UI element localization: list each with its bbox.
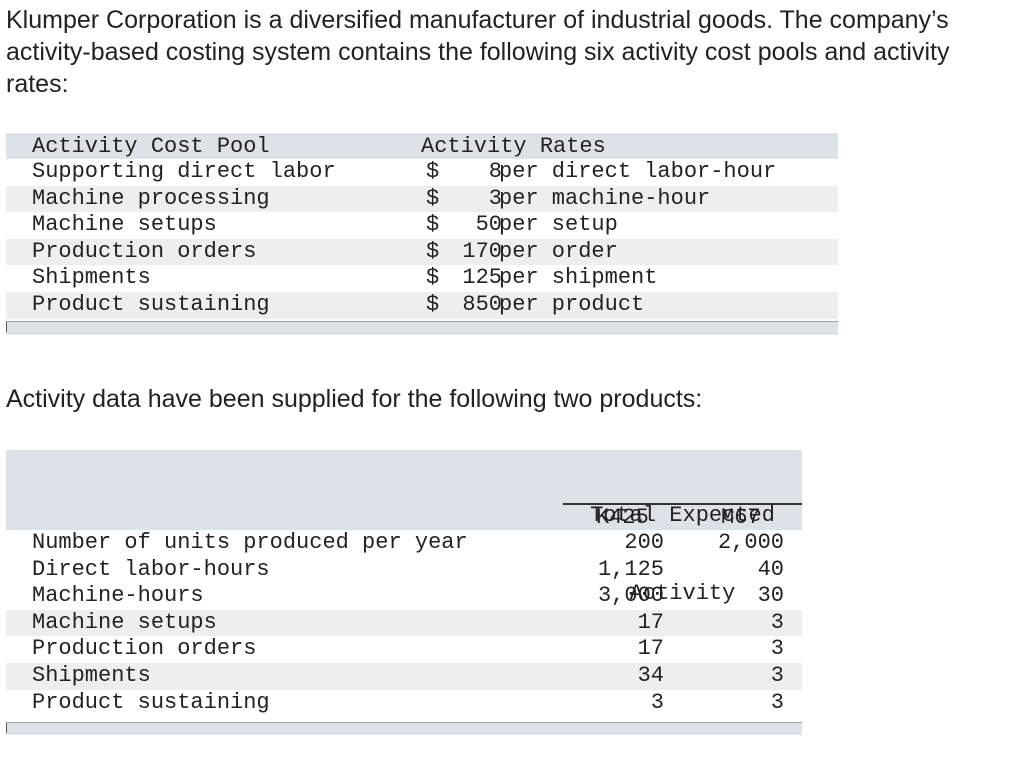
dollar-sign: $ <box>426 291 440 317</box>
k425-value: 34 <box>637 662 664 688</box>
row-label: Shipments <box>32 662 151 688</box>
table-row: Number of units produced per year 200 2,… <box>6 530 802 557</box>
table-row: Production orders 17 3 <box>6 636 802 663</box>
k425-value: 1,125 <box>597 556 664 582</box>
m67-value: 3 <box>770 636 784 662</box>
dollar-sign: $ <box>426 265 440 291</box>
header-total-expected-activity: Total Expected Activity <box>563 450 802 659</box>
table-row: Machine processing $ 3 per machine-hour <box>6 185 838 213</box>
dollar-sign: $ <box>426 238 440 264</box>
dollar-sign: $ <box>426 212 440 238</box>
intro-paragraph: Klumper Corporation is a diversified man… <box>6 6 950 98</box>
header-underline <box>563 503 802 505</box>
row-label: Production orders <box>32 636 257 662</box>
footer-tick <box>6 723 7 734</box>
footer-tick <box>6 321 7 332</box>
table-footer-bar <box>6 320 838 335</box>
pool-name: Machine processing <box>32 185 270 211</box>
dollar-sign: $ <box>426 159 440 184</box>
row-label: Number of units produced per year <box>32 530 468 555</box>
dollar-sign: $ <box>426 185 440 211</box>
header-activity-rates: Activity Rates <box>421 134 606 159</box>
m67-value: 2,000 <box>717 530 784 555</box>
table-header: Activity Cost Pool Activity Rates <box>6 133 838 159</box>
table-header: Total Expected Activity K425 M67 <box>6 450 802 606</box>
m67-value: 3 <box>770 662 784 688</box>
table-row: Production orders $ 170 per order <box>6 238 838 266</box>
activity-rates-table: Activity Cost Pool Activity Rates Suppor… <box>6 133 838 335</box>
m67-value: 40 <box>757 556 784 582</box>
rate-amount: 850 <box>462 291 502 317</box>
k425-value: 200 <box>624 530 664 555</box>
header-line-2: Activity <box>629 581 736 606</box>
header-k425: K425 <box>596 505 649 530</box>
row-label: Machine setups <box>32 609 217 635</box>
table-footer-bar <box>6 722 802 736</box>
header-activity-cost-pool: Activity Cost Pool <box>32 134 270 159</box>
k425-value: 3 <box>650 689 664 715</box>
pool-name: Supporting direct labor <box>32 159 336 184</box>
k425-value: 17 <box>637 636 664 662</box>
m67-value: 3 <box>770 689 784 715</box>
table-row: Direct labor-hours 1,125 40 <box>6 557 802 584</box>
pool-name: Product sustaining <box>32 291 270 317</box>
table-row: Machine setups $ 50 per setup <box>6 212 838 239</box>
row-label: Machine-hours <box>32 583 204 609</box>
k425-value: 17 <box>637 609 664 635</box>
activity-data-paragraph: Activity data have been supplied for the… <box>6 385 703 413</box>
pool-name: Production orders <box>32 238 257 264</box>
m67-value: 3 <box>770 609 784 635</box>
table-row: Shipments $ 125 per shipment <box>6 265 838 292</box>
rate-amount: 170 <box>462 238 502 264</box>
rate-amount: 8 <box>488 159 502 184</box>
row-label: Product sustaining <box>32 689 270 715</box>
k425-value: 3,000 <box>597 583 664 609</box>
rate-unit: per direct labor-hour <box>499 159 777 184</box>
rate-unit: per setup <box>499 212 618 238</box>
table-row: Machine-hours 3,000 30 <box>6 583 802 610</box>
header-m67: M67 <box>721 505 761 530</box>
table-row: Product sustaining 3 3 <box>6 690 802 717</box>
rate-amount: 50 <box>475 212 502 238</box>
row-label: Direct labor-hours <box>32 556 270 582</box>
activity-data-table: Total Expected Activity K425 M67 Number … <box>6 450 802 736</box>
m67-value: 30 <box>757 583 784 609</box>
pool-name: Machine setups <box>32 212 217 238</box>
rate-unit: per order <box>499 238 618 264</box>
rate-amount: 3 <box>488 185 502 211</box>
table-row: Product sustaining $ 850 per product <box>6 291 838 319</box>
rate-unit: per product <box>499 291 645 317</box>
table-row: Machine setups 17 3 <box>6 609 802 637</box>
table-row: Supporting direct labor $ 8 per direct l… <box>6 159 838 186</box>
rate-unit: per machine-hour <box>499 185 711 211</box>
rate-unit: per shipment <box>499 265 658 291</box>
table-row: Shipments 34 3 <box>6 662 802 690</box>
pool-name: Shipments <box>32 265 151 291</box>
header-line-1: Total Expected <box>590 503 775 528</box>
rate-amount: 125 <box>462 265 502 291</box>
